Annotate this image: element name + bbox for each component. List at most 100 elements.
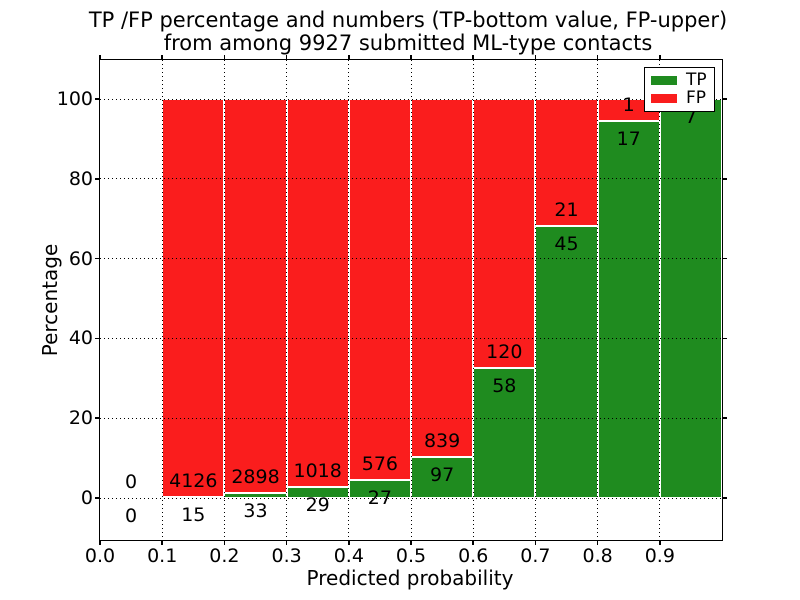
x-tick-mark: [99, 55, 101, 60]
y-tick-mark: [722, 98, 727, 100]
tp-count-label: 45: [554, 232, 579, 255]
x-tick-mark: [472, 540, 474, 545]
fp-swatch-icon: [651, 93, 677, 103]
x-tick-mark: [223, 540, 226, 545]
tp-count-label: 29: [305, 493, 330, 516]
tp-bar-segment: [348, 480, 411, 498]
x-tick-mark: [161, 540, 163, 545]
x-tick-mark: [596, 540, 599, 545]
y-tick-label: 0: [80, 487, 93, 509]
x-tick-mark: [410, 540, 412, 545]
x-gridline: [410, 60, 412, 540]
fp-bar-segment: [162, 99, 225, 497]
tp-bar-segment: [535, 225, 598, 498]
tp-count-label: 33: [243, 500, 268, 523]
x-gridline: [472, 60, 474, 540]
x-tick-mark: [348, 540, 350, 545]
x-tick-mark: [161, 55, 163, 60]
tp-bar-segment: [411, 456, 474, 498]
tp-count-label: 27: [367, 487, 392, 510]
x-tick-mark: [285, 55, 288, 60]
y-tick-label: 40: [68, 327, 93, 350]
tp-swatch-icon: [651, 76, 677, 86]
y-tick-mark: [95, 257, 100, 260]
y-tick-mark: [95, 417, 100, 419]
fp-count-label: 1: [622, 94, 635, 117]
tp-count-label: 15: [181, 503, 206, 526]
x-tick-label: 0.6: [458, 545, 489, 567]
y-tick-mark: [722, 257, 727, 260]
y-tick-mark: [722, 337, 727, 340]
legend-entry-tp: TP: [651, 72, 708, 89]
y-tick-label: 80: [68, 167, 93, 190]
fp-bar-segment: [348, 99, 411, 481]
x-tick-label: 0.4: [333, 545, 364, 567]
fp-count-label: 2898: [231, 466, 280, 489]
y-tick-mark: [95, 337, 100, 340]
x-gridline: [534, 60, 536, 540]
x-tick-label: 0.7: [520, 545, 551, 567]
x-tick-label: 0.5: [395, 545, 427, 567]
tp-count-label: 17: [616, 128, 641, 151]
x-tick-mark: [659, 540, 661, 545]
x-tick-mark: [596, 55, 599, 60]
x-gridline: [597, 60, 599, 540]
y-tick-mark: [95, 178, 100, 180]
x-tick-label: 0.2: [209, 545, 240, 567]
fp-count-label: 21: [554, 198, 579, 221]
x-tick-label: 0.8: [582, 545, 613, 567]
fp-bar-segment: [224, 99, 287, 494]
x-tick-label: 0.0: [84, 545, 116, 567]
x-gridline: [348, 60, 350, 540]
x-gridline: [161, 60, 163, 540]
tp-count-label: 0: [125, 505, 138, 527]
x-tick-mark: [410, 55, 412, 60]
tp-bar-segment: [286, 486, 349, 498]
chart-title-line2: from among 9927 submitted ML-type contac…: [163, 31, 653, 55]
x-tick-mark: [285, 540, 288, 545]
fp-bar-segment: [411, 99, 474, 457]
x-gridline: [659, 60, 661, 540]
x-gridline: [223, 60, 225, 540]
fp-bar-segment: [473, 99, 536, 368]
fp-bar-segment: [286, 99, 349, 487]
tp-count-label: 97: [430, 463, 455, 486]
legend-label-fp: FP: [686, 87, 707, 108]
fp-count-label: 839: [423, 429, 461, 452]
x-tick-mark: [534, 55, 537, 60]
tp-bar-segment: [597, 121, 660, 498]
y-tick-mark: [722, 178, 727, 180]
y-tick-mark: [722, 417, 727, 419]
y-tick-label: 100: [56, 88, 93, 110]
fp-count-label: 0: [125, 471, 138, 493]
fp-count-label: 4126: [169, 469, 218, 492]
y-tick-label: 60: [68, 247, 93, 270]
tp-count-label: 58: [492, 375, 517, 397]
chart-title-line1: TP /FP percentage and numbers (TP-bottom…: [88, 8, 728, 32]
tp-bar-segment: [473, 368, 536, 498]
tp-bar-segment: [659, 99, 722, 498]
chart-title: TP /FP percentage and numbers (TP-bottom…: [89, 9, 727, 55]
legend-label-tp: TP: [686, 70, 707, 91]
fp-count-label: 1018: [293, 459, 342, 482]
y-tick-label: 20: [68, 407, 93, 430]
legend: TP FP: [644, 67, 715, 112]
y-tick-mark: [722, 497, 727, 499]
x-tick-label: 0.9: [644, 545, 675, 567]
x-tick-mark: [472, 55, 474, 60]
x-tick-mark: [534, 540, 537, 545]
y-tick-mark: [95, 98, 100, 100]
y-tick-mark: [95, 497, 100, 499]
tp-bar-segment: [162, 496, 225, 498]
x-tick-mark: [99, 540, 101, 545]
x-tick-label: 0.3: [271, 545, 302, 567]
x-tick-mark: [348, 55, 350, 60]
x-tick-label: 0.1: [147, 545, 178, 567]
x-tick-mark: [659, 55, 661, 60]
fp-count-label: 120: [486, 341, 523, 363]
fp-count-label: 576: [361, 453, 399, 476]
x-tick-mark: [223, 55, 226, 60]
x-axis-label: Predicted probability: [306, 566, 514, 590]
x-gridline: [286, 60, 288, 540]
